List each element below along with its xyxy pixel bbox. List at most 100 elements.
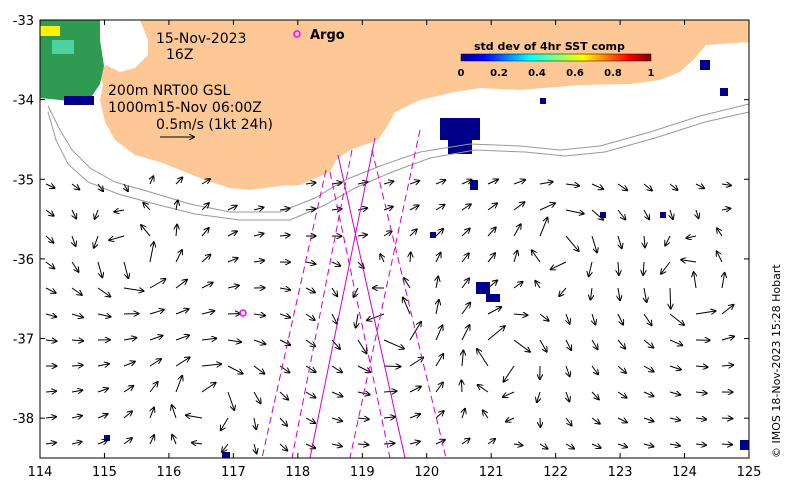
current-vector (201, 179, 210, 185)
current-vector (461, 253, 469, 263)
colorbar-title: std dev of 4hr SST comp (474, 40, 625, 53)
current-vector (114, 210, 125, 212)
current-vector (503, 391, 515, 397)
current-vector (254, 417, 256, 429)
current-vector (279, 288, 290, 290)
current-vector (123, 338, 136, 340)
current-vector (643, 418, 654, 421)
current-vector (279, 391, 288, 400)
current-vector (695, 184, 704, 188)
current-vector (409, 181, 419, 184)
y-tick-label: -34 (13, 94, 34, 109)
x-tick-label: 116 (156, 465, 181, 480)
colorbar-tick-label: 0 (458, 68, 465, 79)
current-vector (669, 313, 684, 325)
current-vector (721, 208, 730, 210)
current-vector (45, 287, 56, 293)
current-vector (539, 444, 548, 449)
colorbar-tick-label: 1 (648, 68, 655, 79)
current-vector (71, 365, 83, 366)
current-vector (403, 298, 411, 315)
x-axis: 114 115 116 117 118 119 120 121 122 123 124 125 (28, 20, 762, 480)
current-vector (409, 322, 421, 341)
map-date-line1: 15-Nov-2023 (156, 31, 247, 47)
current-vector (435, 411, 444, 419)
current-vector (617, 365, 626, 373)
current-vector (227, 258, 238, 262)
current-vector (305, 288, 315, 292)
current-vector (123, 411, 132, 419)
current-vector (186, 415, 203, 418)
current-vector (669, 183, 678, 190)
current-vector (175, 309, 189, 315)
current-vector (551, 261, 567, 269)
current-vector (478, 385, 489, 393)
current-vector (686, 236, 697, 238)
current-vector (435, 440, 445, 444)
colorbar-tick-label: 0.2 (490, 68, 508, 79)
current-vector (617, 209, 625, 220)
current-vector (589, 261, 592, 276)
x-tick-label: 118 (285, 465, 310, 480)
current-vector (123, 261, 128, 278)
y-tick-label: -37 (13, 333, 34, 348)
current-vector (643, 365, 654, 372)
current-vector (97, 440, 107, 444)
current-vector (566, 365, 570, 376)
current-vector (591, 287, 593, 300)
current-vector (717, 228, 723, 237)
current-vector (696, 209, 699, 218)
current-vector (331, 287, 337, 296)
current-vector (566, 313, 570, 324)
current-vector (487, 228, 496, 237)
current-vector (123, 288, 144, 291)
x-tick-label: 119 (350, 465, 375, 480)
current-vector (539, 339, 547, 352)
plot-frame (39, 19, 750, 459)
current-vector (227, 314, 240, 315)
current-vector (45, 417, 56, 418)
current-vector (409, 441, 420, 444)
current-vector (669, 339, 682, 345)
current-vector (253, 234, 264, 237)
current-vector (669, 366, 681, 370)
current-vector (665, 235, 671, 246)
current-vector (504, 365, 515, 382)
current-vector (617, 418, 627, 422)
current-vector (279, 235, 290, 236)
current-vector (172, 435, 176, 445)
current-vector (435, 354, 443, 367)
current-vector (409, 387, 421, 393)
current-vector (721, 337, 734, 341)
current-vector (383, 366, 400, 367)
isobath-200m (47, 103, 749, 213)
current-vector (201, 338, 216, 340)
current-vector (149, 242, 154, 263)
current-vector (279, 443, 287, 451)
current-vector (380, 254, 384, 263)
current-vector (331, 313, 337, 324)
x-tick-label: 120 (414, 465, 439, 480)
current-vector (383, 207, 393, 210)
current-vector (71, 314, 83, 317)
current-vector (721, 305, 734, 315)
current-vector (71, 416, 82, 418)
current-vector (253, 391, 261, 403)
x-tick-label: 125 (737, 465, 762, 480)
current-vector (461, 303, 470, 315)
current-vector (643, 444, 654, 447)
current-vector (436, 277, 438, 289)
current-vector (694, 272, 696, 289)
current-vector (149, 279, 166, 289)
current-vector (72, 209, 76, 219)
colorbar-tick-label: 0.4 (528, 68, 546, 79)
current-vector (591, 235, 597, 252)
current-vector (383, 231, 392, 237)
current-vector (539, 218, 548, 237)
current-vector (409, 205, 419, 211)
colorbar-tick-label: 0.6 (566, 68, 584, 79)
current-vector (669, 392, 680, 395)
current-vector (192, 443, 203, 444)
sst-patch-cyan (52, 40, 74, 54)
